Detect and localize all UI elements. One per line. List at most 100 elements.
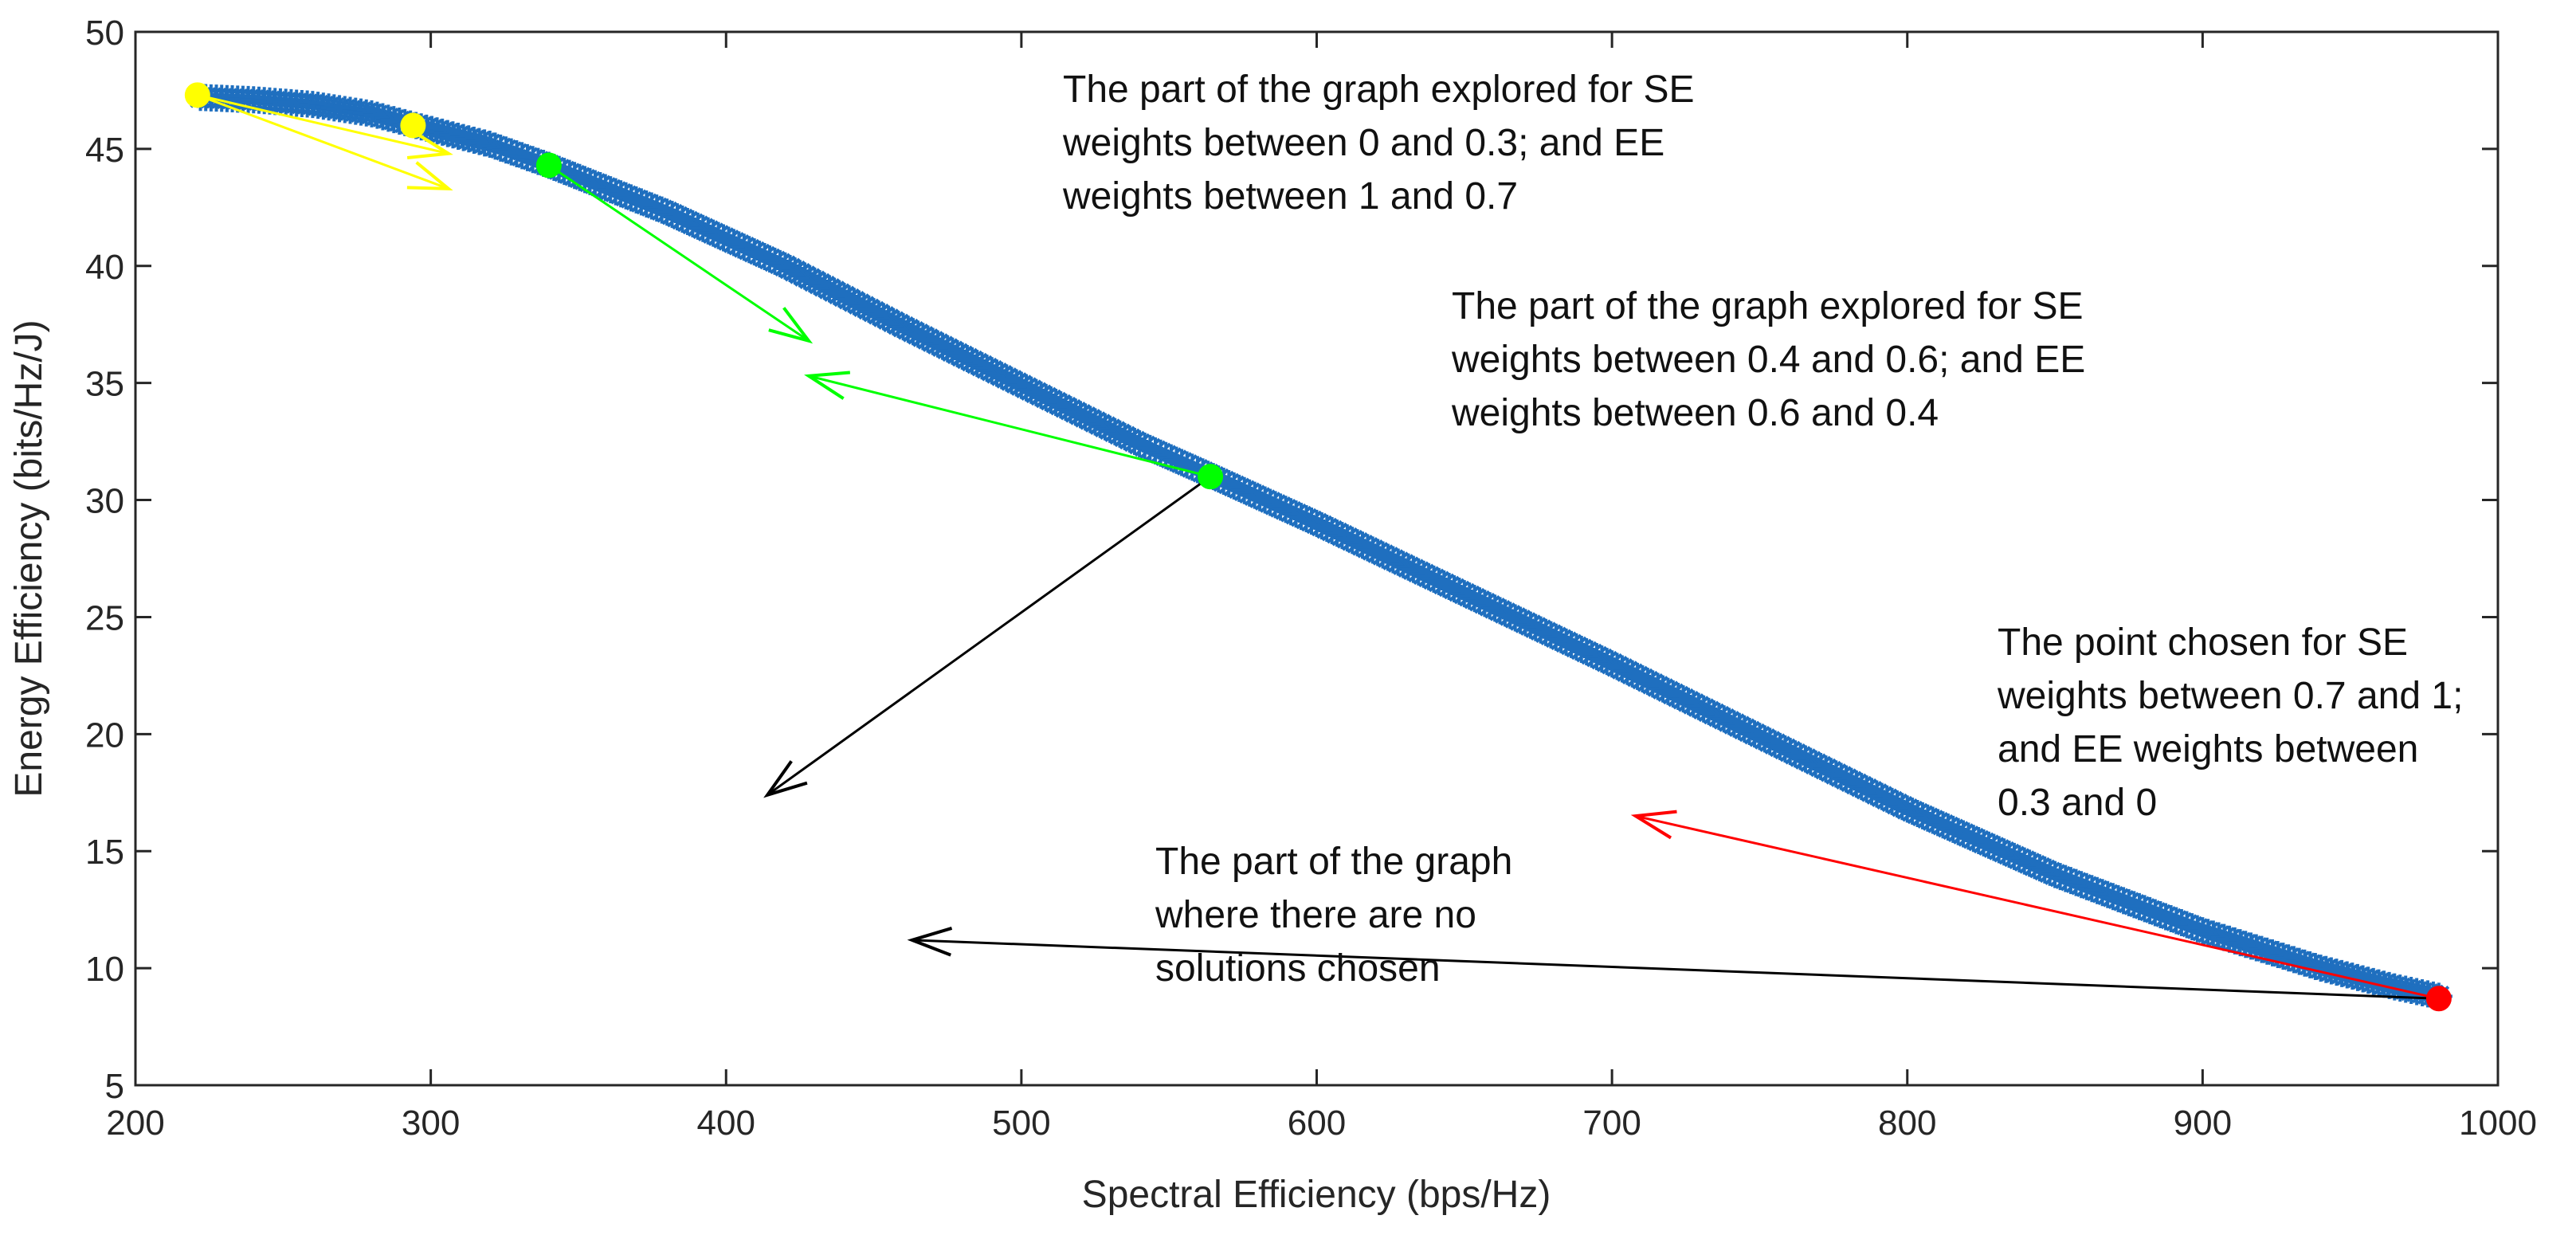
red-arrow-head	[1630, 810, 1677, 840]
data-point-marker	[643, 194, 671, 222]
annotation-red-line-1: The point chosen for SE	[1998, 621, 2408, 664]
data-point-marker	[2046, 863, 2074, 891]
data-series-pareto-front	[186, 84, 2452, 1010]
data-point-marker	[1695, 697, 1723, 725]
data-point-marker	[1465, 587, 1493, 615]
data-point-marker	[735, 236, 763, 264]
data-point-marker	[1995, 841, 2023, 868]
data-point-marker	[664, 203, 692, 231]
data-point-marker	[689, 214, 717, 242]
y-tick-label: 40	[85, 248, 124, 287]
annotation-arrows	[197, 93, 2440, 1000]
data-point-marker	[1168, 449, 1196, 476]
data-point-marker	[2189, 917, 2217, 945]
data-point-marker	[781, 257, 809, 285]
data-point-marker	[830, 282, 858, 310]
data-point-marker	[2141, 899, 2169, 927]
data-point-marker	[1450, 580, 1478, 608]
data-point-marker	[497, 138, 525, 166]
data-point-marker	[899, 318, 927, 346]
data-point-marker	[1333, 524, 1361, 552]
data-point-marker	[840, 288, 868, 316]
data-point-marker	[1883, 790, 1911, 818]
data-point-marker	[1230, 476, 1258, 504]
data-point-marker	[810, 272, 838, 300]
highlight-point-yellow-1	[184, 82, 210, 108]
data-point-marker	[1349, 531, 1377, 559]
annotation-black: The part of the graph where there are no…	[1155, 841, 1523, 990]
data-point-marker	[2104, 884, 2132, 912]
data-point-marker	[1680, 690, 1708, 718]
data-point-marker	[835, 285, 863, 313]
data-point-marker	[1522, 614, 1550, 641]
data-point-marker	[730, 233, 758, 261]
data-point-marker	[963, 350, 991, 378]
data-point-marker	[1007, 371, 1035, 399]
data-point-marker	[576, 167, 604, 195]
data-point-marker	[1430, 570, 1458, 598]
data-point-marker	[1111, 422, 1139, 450]
data-point-marker	[1567, 635, 1595, 663]
data-point-marker	[1746, 723, 1774, 751]
data-point-marker	[1052, 394, 1080, 421]
data-point-marker	[2264, 941, 2292, 969]
data-point-marker	[1272, 496, 1300, 523]
black-arrow-1-head	[763, 760, 808, 798]
data-point-marker	[2041, 861, 2069, 888]
data-point-marker	[1980, 833, 2008, 861]
data-point-marker	[880, 308, 908, 335]
data-point-marker	[1441, 574, 1468, 602]
data-point-marker	[1178, 453, 1206, 481]
data-point-marker	[1833, 765, 1860, 793]
data-point-marker	[1147, 439, 1174, 467]
data-point-marker	[1827, 763, 1855, 790]
annotation-green: The part of the graph explored for SE we…	[1451, 285, 2096, 434]
yellow-arrow-1-head	[406, 130, 453, 159]
data-point-marker	[815, 275, 843, 303]
data-point-marker	[1934, 814, 1962, 841]
data-point-marker	[1405, 558, 1433, 586]
annotation-yellow-line-2: weights between 0 and 0.3; and EE	[1062, 122, 1664, 164]
data-point-marker	[2301, 952, 2329, 980]
data-point-marker	[1899, 798, 1927, 825]
data-point-marker	[1582, 643, 1610, 671]
data-point-marker	[1042, 389, 1070, 417]
data-point-marker	[1220, 472, 1248, 500]
data-point-marker	[2280, 946, 2307, 974]
data-point-marker	[1562, 633, 1590, 661]
data-point-marker	[1261, 491, 1289, 519]
data-point-marker	[1705, 703, 1733, 731]
data-point-marker	[513, 143, 541, 171]
data-point-marker	[766, 249, 794, 277]
data-point-marker	[1664, 683, 1692, 711]
data-point-marker	[1251, 486, 1279, 514]
data-point-marker	[1354, 534, 1382, 562]
data-point-marker	[1593, 648, 1621, 676]
data-point-marker	[740, 238, 768, 266]
data-point-marker	[622, 186, 650, 214]
data-point-marker	[1445, 578, 1473, 606]
data-point-marker	[1863, 780, 1891, 808]
data-point-marker	[503, 140, 531, 168]
data-point-marker	[943, 339, 971, 367]
data-point-marker	[1516, 611, 1544, 639]
data-point-marker	[1944, 817, 1972, 845]
data-point-marker	[2242, 934, 2270, 962]
data-point-marker	[1771, 735, 1799, 763]
data-point-marker	[869, 303, 897, 331]
data-point-marker	[2031, 856, 2059, 884]
data-point-marker	[1246, 484, 1274, 512]
data-point-marker	[2016, 849, 2044, 877]
data-point-marker	[1731, 715, 1759, 743]
data-point-marker	[934, 335, 962, 363]
data-point-marker	[1598, 650, 1626, 678]
data-point-marker	[1853, 775, 1880, 803]
red-arrow	[1635, 814, 2440, 1000]
data-point-marker	[508, 142, 536, 170]
data-point-marker	[1633, 668, 1661, 696]
data-point-marker	[2099, 883, 2127, 911]
data-point-marker	[1096, 415, 1124, 443]
data-point-marker	[1277, 498, 1305, 526]
data-point-marker	[2285, 947, 2313, 975]
